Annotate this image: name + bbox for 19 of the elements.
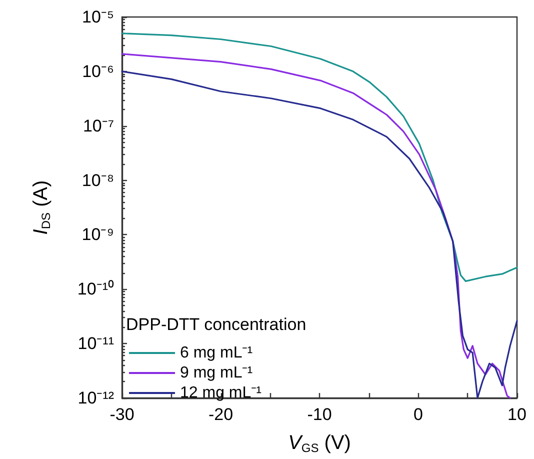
- x-tick-label: 10: [508, 405, 526, 424]
- y-tick-label: 10⁻¹¹: [78, 334, 114, 354]
- legend-label: 6 mg mL⁻¹: [180, 344, 253, 362]
- y-axis-title: IDS (A): [30, 180, 53, 235]
- y-tick-label: 10⁻⁹: [82, 225, 114, 244]
- y-tick-label: 10⁻⁶: [82, 62, 114, 81]
- y-tick-label: 10⁻¹⁰: [77, 280, 114, 299]
- legend-title: DPP-DTT concentration: [126, 315, 306, 334]
- x-tick-label: -10: [307, 405, 332, 424]
- y-tick-label: 10⁻⁵: [82, 8, 114, 26]
- x-tick-label: -20: [208, 405, 234, 424]
- legend-label: 9 mg mL⁻¹: [180, 364, 253, 382]
- y-tick-label: 10⁻⁸: [82, 170, 114, 190]
- y-tick-label: 10⁻⁷: [82, 116, 114, 136]
- line-series: [121, 32, 518, 282]
- legend-label: 12 mg mL⁻¹: [180, 384, 262, 402]
- y-tick-label: 10⁻¹²: [78, 388, 114, 408]
- x-tick-label: -30: [110, 405, 134, 424]
- x-tick-label: 0: [414, 405, 423, 424]
